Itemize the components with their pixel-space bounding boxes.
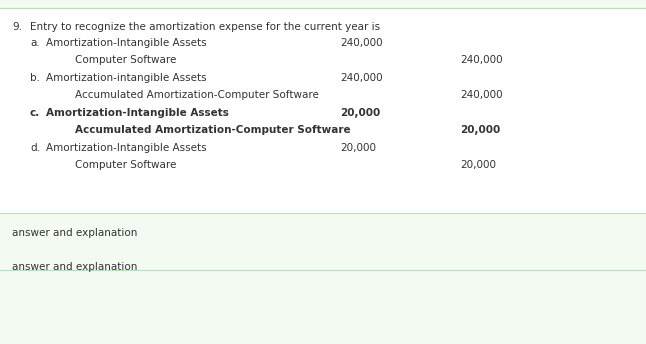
Text: c.: c. (30, 108, 40, 118)
Text: 20,000: 20,000 (340, 108, 380, 118)
Text: Computer Software: Computer Software (75, 160, 176, 170)
Text: Amortization-Intangible Assets: Amortization-Intangible Assets (46, 143, 207, 153)
Text: a.: a. (30, 38, 40, 48)
Text: 240,000: 240,000 (460, 55, 503, 65)
Bar (0, 8, 646, 213)
Text: 9.: 9. (12, 22, 22, 32)
Text: d.: d. (30, 143, 40, 153)
Text: 20,000: 20,000 (340, 143, 376, 153)
Text: Computer Software: Computer Software (75, 55, 176, 65)
Text: 240,000: 240,000 (460, 90, 503, 100)
Text: 240,000: 240,000 (340, 73, 382, 83)
Text: 240,000: 240,000 (340, 38, 382, 48)
Text: b.: b. (30, 73, 40, 83)
Text: Accumulated Amortization-Computer Software: Accumulated Amortization-Computer Softwa… (75, 90, 319, 100)
Text: 20,000: 20,000 (460, 160, 496, 170)
Text: Amortization-Intangible Assets: Amortization-Intangible Assets (46, 38, 207, 48)
Text: 20,000: 20,000 (460, 125, 500, 135)
Text: Amortization-Intangible Assets: Amortization-Intangible Assets (46, 108, 229, 118)
Text: Entry to recognize the amortization expense for the current year is: Entry to recognize the amortization expe… (30, 22, 380, 32)
Text: Accumulated Amortization-Computer Software: Accumulated Amortization-Computer Softwa… (75, 125, 351, 135)
Text: Amortization-intangible Assets: Amortization-intangible Assets (46, 73, 207, 83)
Text: answer and explanation: answer and explanation (12, 262, 138, 272)
Text: answer and explanation: answer and explanation (12, 228, 138, 238)
